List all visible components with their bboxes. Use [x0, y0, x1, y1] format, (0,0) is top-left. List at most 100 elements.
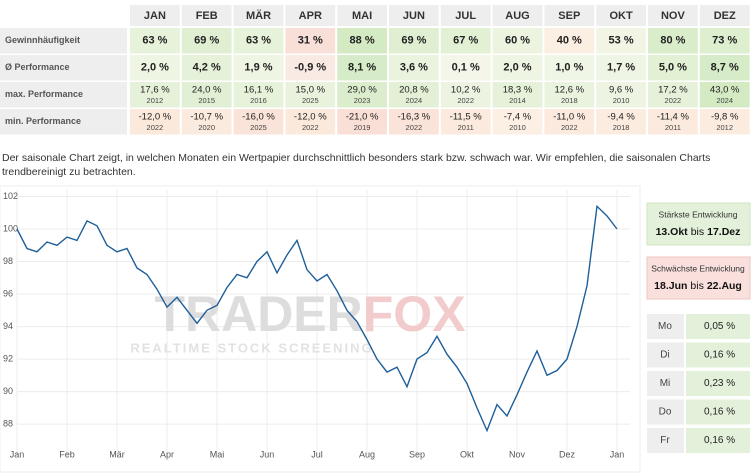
cell-value: -11,4 %	[657, 112, 690, 123]
cell-value: -16,3 %	[398, 112, 431, 123]
cell	[181, 109, 232, 135]
header-label: JUN	[403, 10, 425, 22]
header-label: OKT	[609, 10, 633, 22]
cell-value: 60 %	[505, 35, 530, 47]
x-tick-label: Mai	[210, 449, 225, 459]
strongest-from: 13.Okt	[656, 226, 689, 238]
cell-value: 2,0 %	[503, 62, 531, 74]
weakest-title: Schwächste Entwicklung	[651, 263, 745, 273]
strongest-panel	[646, 202, 751, 246]
header-label: MÄR	[246, 9, 271, 22]
weekday-cell	[647, 428, 684, 453]
cell-value: 2,0 %	[141, 62, 169, 74]
cell	[337, 28, 387, 54]
weekday-label: Mi	[660, 378, 671, 389]
cell-year: 2022	[561, 123, 578, 132]
cell-value: -0,9 %	[294, 62, 326, 74]
weekday-value: 0,16 %	[704, 407, 735, 418]
header-cell	[337, 5, 387, 26]
cell-value: -11,5 %	[450, 112, 483, 123]
cell	[389, 28, 439, 54]
header-cell	[389, 5, 439, 26]
header-label: MAI	[352, 10, 372, 22]
cell-year: 2018	[561, 96, 578, 105]
strongest-range: 13.Okt bis 17.Dez	[656, 226, 741, 238]
header-label: FEB	[196, 10, 218, 22]
weekday-value: 0,16 %	[704, 435, 735, 446]
x-tick-label: Aug	[359, 449, 375, 459]
cell	[337, 109, 387, 135]
x-tick-label: Jan	[10, 449, 25, 459]
cell-year: 2022	[147, 123, 164, 132]
y-tick-label: 90	[3, 386, 13, 396]
y-tick-label: 98	[3, 256, 13, 266]
header-cell	[130, 5, 180, 26]
header-cell	[440, 5, 491, 26]
header-label: SEP	[558, 10, 580, 22]
cell	[648, 28, 698, 54]
cell	[648, 55, 698, 81]
cell	[337, 55, 387, 81]
header-cell	[544, 5, 595, 26]
cell-value: 0,1 %	[452, 62, 480, 74]
y-tick-label: 96	[3, 288, 13, 298]
weakest-to: 22.Aug	[707, 280, 742, 292]
cell	[285, 109, 336, 135]
weekday-cell	[647, 399, 684, 425]
cell-year: 2023	[354, 96, 371, 105]
cell	[389, 109, 439, 135]
cell-value: 5,0 %	[659, 62, 687, 74]
cell	[130, 109, 180, 135]
weekday-label: Mo	[658, 321, 672, 332]
cell-value: 63 %	[142, 35, 167, 47]
x-tick-label: Jul	[311, 449, 323, 459]
cell	[596, 109, 646, 135]
cell-value: 12,6 %	[555, 85, 585, 96]
cell	[233, 28, 284, 54]
cell-year: 2022	[665, 96, 682, 105]
x-tick-label: Nov	[509, 449, 526, 459]
cell-year: 2011	[458, 123, 474, 132]
cell-year: 2015	[198, 96, 215, 105]
cell-year: 2018	[613, 123, 630, 132]
x-tick-label: Jan	[610, 449, 625, 459]
cell-value: 8,1 %	[348, 62, 376, 74]
cell-value: 17,6 %	[140, 85, 170, 96]
cell	[440, 82, 491, 108]
cell	[181, 28, 232, 54]
weekday-value-cell	[686, 371, 750, 396]
cell-value: -12,0 %	[139, 112, 172, 123]
weekday-cell	[647, 314, 684, 339]
y-tick-label: 102	[3, 191, 18, 201]
cell	[596, 55, 646, 81]
cell-year: 2014	[509, 96, 526, 105]
cell-year: 2024	[406, 96, 423, 105]
cell-value: 4,2 %	[193, 62, 221, 74]
cell	[544, 109, 595, 135]
cell-value: 1,9 %	[244, 62, 272, 74]
strongest-to: 17.Dez	[707, 226, 740, 238]
cell-year: 2022	[457, 96, 474, 105]
weekday-value: 0,23 %	[704, 378, 735, 389]
cell	[389, 55, 439, 81]
cell-year: 2025	[302, 96, 319, 105]
cell	[285, 28, 336, 54]
cell-value: 20,8 %	[399, 85, 429, 96]
row-label-cell	[0, 55, 127, 81]
cell-value: 31 %	[298, 35, 323, 47]
watermark-left: TRADER	[154, 286, 362, 342]
cell	[181, 55, 232, 81]
cell-year: 2024	[716, 96, 733, 105]
cell	[596, 28, 646, 54]
x-tick-label: Apr	[160, 449, 174, 459]
header-label: NOV	[661, 10, 686, 22]
cell-value: 10,2 %	[451, 85, 481, 96]
cell-year: 2020	[198, 123, 215, 132]
cell-value: 43,0 %	[710, 85, 740, 96]
header-label: DEZ	[714, 10, 736, 22]
weekday-label: Di	[660, 350, 669, 361]
cell-value: -7,4 %	[504, 112, 532, 123]
strongest-connector: bis	[691, 226, 704, 238]
cell-value: 3,6 %	[400, 62, 428, 74]
